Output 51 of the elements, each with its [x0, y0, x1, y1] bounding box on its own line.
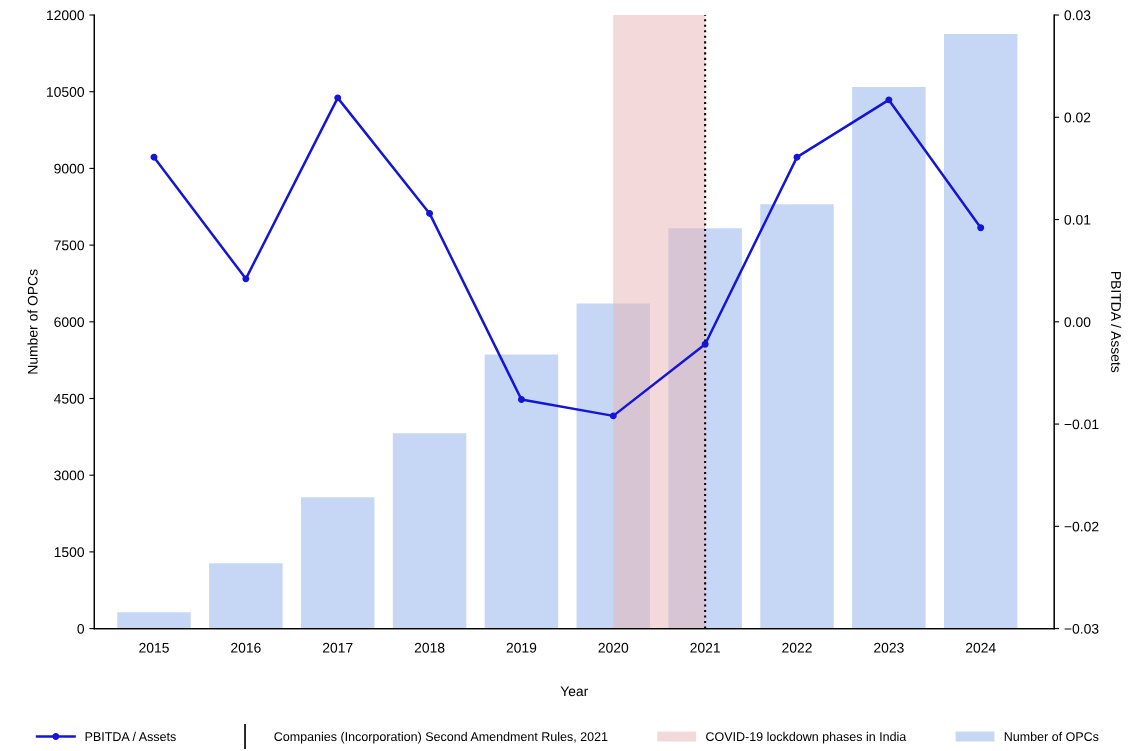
point	[150, 153, 158, 161]
x-tick-label: 2022	[782, 642, 812, 653]
y-tick-label: 1500	[54, 547, 85, 558]
x-tick-label: 2019	[506, 642, 537, 653]
bar	[484, 354, 559, 629]
x-tick-label: 2021	[690, 642, 720, 653]
point	[609, 412, 617, 420]
y2-tick-label: −0.01	[1064, 419, 1099, 430]
point	[426, 209, 434, 217]
legend-label: Companies (Incorporation) Second Amendment Rules, 2021	[274, 731, 608, 744]
x-tick-label: 2018	[414, 642, 445, 653]
y2-tick-label: 0.02	[1064, 112, 1091, 123]
x-tick-label: 2015	[139, 642, 169, 653]
y-tick-label: 3000	[54, 470, 85, 481]
bar	[943, 33, 1018, 629]
bar	[117, 612, 191, 629]
point	[977, 224, 985, 232]
point	[885, 96, 893, 104]
bar	[852, 87, 926, 629]
point	[242, 275, 250, 283]
y2-tick-label: −0.03	[1064, 623, 1099, 634]
y-tick-label: 0	[77, 623, 85, 634]
y-tick-label: 10500	[47, 87, 85, 97]
legend-label: PBITDA / Assets	[85, 731, 176, 742]
point	[793, 153, 801, 161]
point	[701, 340, 709, 348]
legend-label: Number of OPCs	[1004, 731, 1099, 742]
y-tick-label: 6000	[54, 317, 85, 327]
y2-tick-label: −0.02	[1064, 521, 1099, 532]
point	[517, 396, 525, 403]
y-tick-label: 9000	[54, 163, 85, 174]
x-tick-label: 2017	[322, 642, 353, 653]
y-tick-label: 4500	[53, 393, 85, 404]
x-tick-label: 2020	[598, 642, 629, 653]
y-tick-label: 12000	[47, 10, 85, 21]
bar	[760, 204, 834, 629]
y2-tick-label: 0.03	[1064, 10, 1091, 21]
point	[334, 94, 342, 102]
y2-tick-label: 0.01	[1064, 214, 1091, 225]
y2-tick-label: 0.00	[1064, 317, 1091, 327]
legend-label: COVID-19 lockdown phases in India	[706, 731, 907, 744]
x-tick-label: 2024	[965, 642, 996, 653]
y-axis-title: Number of OPCs	[27, 269, 38, 374]
x-tick-label: 2016	[231, 642, 261, 653]
x-axis-title: Year	[560, 686, 589, 697]
bar	[209, 563, 283, 629]
y2-axis-title: PBITDA / Assets	[1111, 272, 1122, 373]
bar	[392, 433, 467, 629]
x-tick-label: 2023	[874, 642, 904, 653]
bar	[300, 497, 375, 629]
y-tick-label: 7500	[54, 240, 85, 251]
